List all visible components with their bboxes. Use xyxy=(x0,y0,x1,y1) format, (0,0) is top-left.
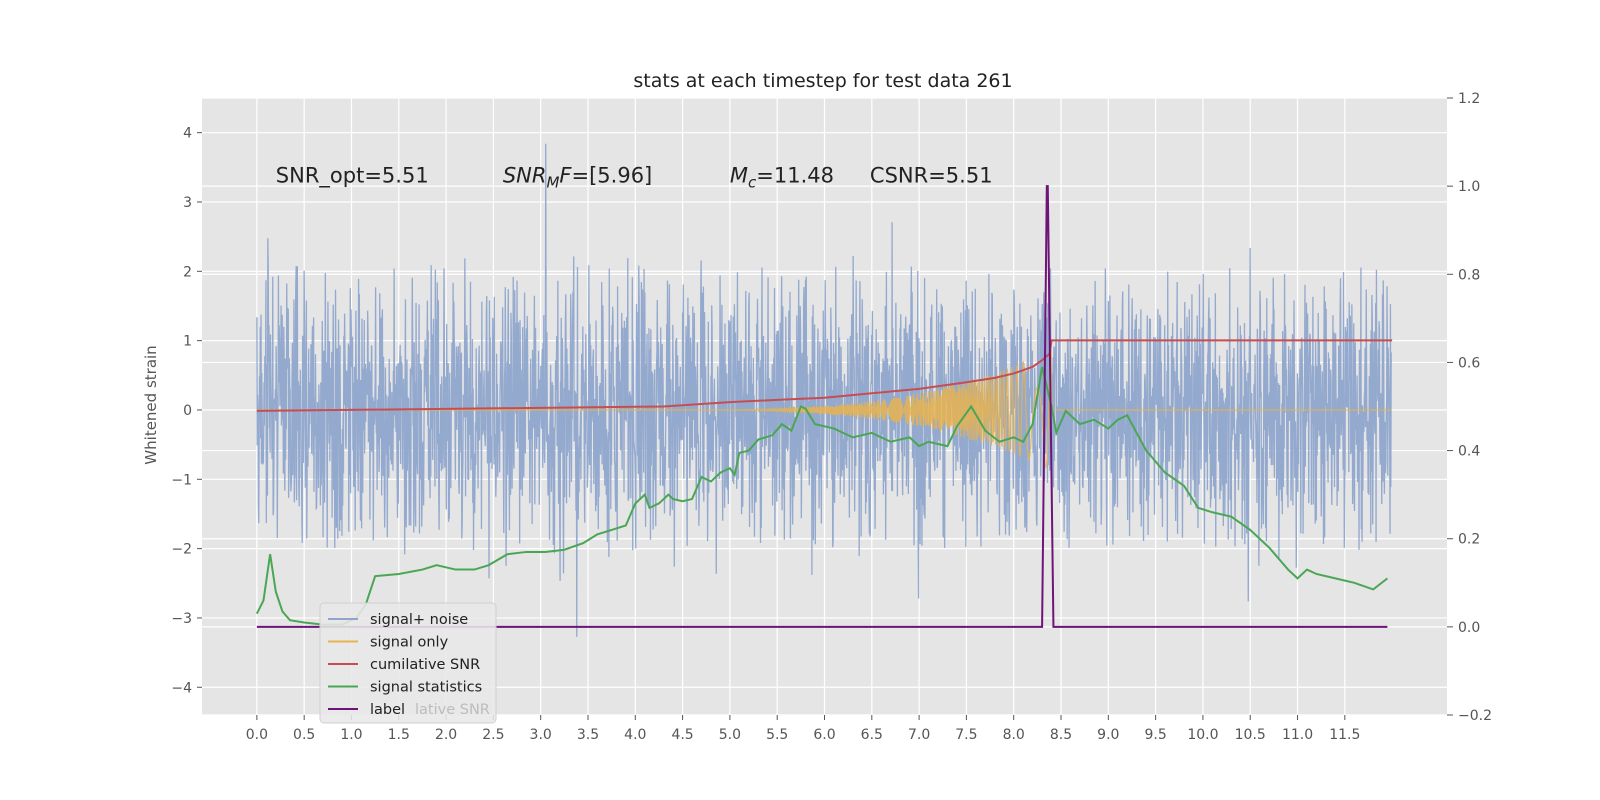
annotation-text: SNRMF=[5.96] xyxy=(503,164,652,192)
y2-tick-label: 0.8 xyxy=(1458,267,1480,283)
legend-overlap-text: lative SNR xyxy=(415,702,490,718)
x-tick-label: 7.0 xyxy=(908,727,930,743)
legend: lative SNR signal+ noise signal only cumila… xyxy=(319,602,497,724)
annotation-text: CSNR=5.51 xyxy=(870,164,993,188)
series-layer xyxy=(255,143,1393,637)
x-tick-label: 8.0 xyxy=(1003,727,1025,743)
x-tick-label: 3.5 xyxy=(577,727,599,743)
y-tick-label: 2 xyxy=(183,264,192,280)
legend-entry: signal+ noise xyxy=(370,612,468,628)
right-y-axis-ticks: 1.2 1.0 0.8 0.6 0.4 0.2 0.0 −0.2 xyxy=(1447,91,1492,724)
x-tick-label: 6.0 xyxy=(813,727,835,743)
y-tick-label: 4 xyxy=(183,126,192,142)
x-tick-label: 0.5 xyxy=(293,727,315,743)
x-tick-label: 2.0 xyxy=(435,727,457,743)
x-tick-label: 11.0 xyxy=(1282,727,1313,743)
legend-entry: signal only xyxy=(370,635,449,651)
series-signal-statistics xyxy=(255,366,1389,626)
legend-entry: signal statistics xyxy=(370,680,482,696)
series-label xyxy=(256,185,1388,628)
y-axis-ticks: 4 3 2 1 0 −1 −2 −3 −4 xyxy=(171,126,202,696)
x-tick-label: 2.5 xyxy=(482,727,504,743)
x-tick-label: 9.0 xyxy=(1097,727,1119,743)
y2-tick-label: 1.2 xyxy=(1458,91,1480,107)
y-tick-label: −2 xyxy=(171,542,192,558)
annotation-text: SNR_opt=5.51 xyxy=(276,164,429,189)
x-tick-label: 3.0 xyxy=(530,727,552,743)
x-tick-label: 8.5 xyxy=(1050,727,1072,743)
series-cumulative-snr xyxy=(256,339,1393,412)
y-axis-label: Whitened strain xyxy=(142,345,160,464)
y2-tick-label: 0.6 xyxy=(1458,355,1480,371)
x-tick-label: 1.0 xyxy=(340,727,362,743)
annotation-text: Mc=11.48 xyxy=(730,164,834,192)
x-tick-label: 4.0 xyxy=(624,727,646,743)
y2-tick-label: 0.4 xyxy=(1458,444,1480,460)
x-tick-label: 9.5 xyxy=(1144,727,1166,743)
x-tick-label: 11.5 xyxy=(1329,727,1360,743)
y2-tick-label: 0.2 xyxy=(1458,532,1480,548)
y2-tick-label: −0.2 xyxy=(1458,708,1492,724)
x-tick-label: 5.5 xyxy=(766,727,788,743)
y-tick-label: 0 xyxy=(183,403,192,419)
legend-entry: cumilative SNR xyxy=(370,657,480,673)
legend-entry: label xyxy=(370,702,405,718)
y2-tick-label: 0.0 xyxy=(1458,620,1480,636)
x-axis-ticks: 0.0 0.5 1.0 1.5 2.0 2.5 3.0 3.5 4.0 4.5 5.0 5.5 6.0 6… xyxy=(246,715,1360,743)
x-tick-label: 4.5 xyxy=(671,727,693,743)
y2-tick-label: 1.0 xyxy=(1458,179,1480,195)
x-tick-label: 6.5 xyxy=(861,727,883,743)
x-tick-label: 1.5 xyxy=(388,727,410,743)
chart-title: stats at each timestep for test data 261 xyxy=(633,70,1012,92)
y-tick-label: −4 xyxy=(171,680,192,696)
y-tick-label: −3 xyxy=(171,611,192,627)
y-tick-label: 1 xyxy=(183,334,192,350)
x-tick-label: 10.5 xyxy=(1235,727,1266,743)
series-signal-only xyxy=(256,350,1392,469)
series-signal-noise xyxy=(256,143,1392,637)
y-tick-label: −1 xyxy=(171,472,192,488)
y-tick-label: 3 xyxy=(183,195,192,211)
x-tick-label: 7.5 xyxy=(955,727,977,743)
x-tick-label: 10.0 xyxy=(1187,727,1218,743)
annotations: SNR_opt=5.51 SNRMF=[5.96] Mc=11.48 CSNR=5.5… xyxy=(276,164,993,192)
x-tick-label: 0.0 xyxy=(246,727,268,743)
legend-box xyxy=(319,602,497,724)
x-tick-label: 5.0 xyxy=(719,727,741,743)
